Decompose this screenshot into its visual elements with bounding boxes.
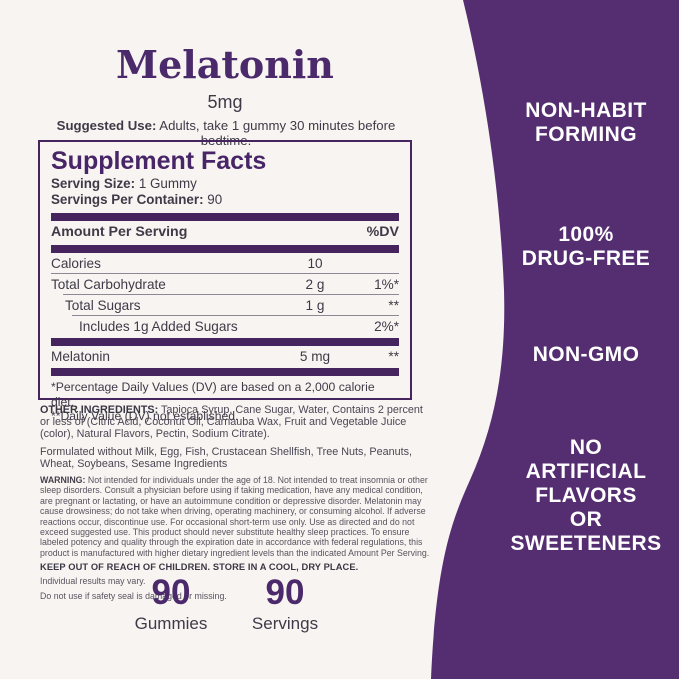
count-gummies: 90 Gummies — [106, 574, 236, 634]
disclaimer-results: Individual results may vary. — [40, 576, 146, 587]
footnote-dv-basis: *Percentage Daily Values (DV) are based … — [51, 380, 375, 409]
servings-label: Servings Per Container: — [51, 191, 204, 207]
fact-row-melatonin: Melatonin 5 mg ** — [51, 346, 399, 366]
divider-bar — [51, 213, 399, 221]
row-divider — [51, 273, 399, 274]
gummies-label: Gummies — [134, 614, 208, 633]
row-divider — [72, 315, 399, 316]
fact-amount: 10 — [307, 255, 323, 271]
dv-header: %DV — [366, 224, 399, 240]
product-title: Melatonin — [116, 42, 334, 87]
fact-name: Includes 1g Added Sugars — [79, 318, 238, 334]
other-ingredients: OTHER INGREDIENTS: Tapioca Syrup, Cane S… — [40, 404, 432, 441]
divider-bar — [51, 338, 399, 346]
fact-dv: 1%* — [374, 276, 399, 292]
servings-count: 90 — [265, 573, 305, 612]
claim-no-artificial: NO ARTIFICIAL FLAVORS OR SWEETENERS — [479, 436, 679, 556]
divider-bar — [51, 245, 399, 253]
claim-line: NON-HABIT — [525, 99, 647, 122]
fact-name: Total Sugars — [65, 297, 141, 313]
purple-curve-path — [431, 0, 679, 679]
fact-name: Calories — [51, 255, 101, 271]
label-fine-print: OTHER INGREDIENTS: Tapioca Syrup, Cane S… — [40, 404, 432, 605]
fact-row-total-sugars: Total Sugars 1 g ** — [51, 295, 399, 315]
amount-per-serving-header: Amount Per Serving — [51, 224, 188, 240]
dv-footnotes: *Percentage Daily Values (DV) are based … — [51, 380, 399, 424]
claim-line: FORMING — [535, 123, 637, 146]
disclaimer-safety-seal: Do not use if safety seal is damaged or … — [40, 590, 227, 601]
supplement-facts-title: Supplement Facts — [51, 147, 267, 175]
supplement-facts-panel: Supplement Facts Serving Size: 1 Gummy S… — [38, 140, 412, 423]
count-servings: 90 Servings — [220, 574, 350, 634]
fact-amount: 5 mg — [299, 348, 331, 364]
claim-line: ARTIFICIAL — [525, 460, 647, 483]
facts-header-row: Amount Per Serving %DV — [51, 221, 399, 243]
claim-line: OR — [569, 508, 603, 531]
suggested-use: Suggested Use: Adults, take 1 gummy 30 m… — [38, 118, 414, 148]
claim-line: FLAVORS — [535, 484, 637, 507]
claim-non-gmo: NON-GMO — [479, 343, 679, 367]
row-divider — [63, 294, 399, 295]
claim-drug-free: 100% DRUG-FREE — [479, 223, 679, 271]
serving-size: Serving Size: 1 Gummy — [51, 176, 399, 192]
claim-non-habit-forming: NON-HABIT FORMING — [479, 99, 679, 147]
servings-count-label: Servings — [251, 614, 319, 633]
fact-row-total-carbohydrate: Total Carbohydrate 2 g 1%* — [51, 274, 399, 294]
fact-row-added-sugars: Includes 1g Added Sugars 2%* — [51, 316, 399, 336]
other-ingredients-text: Tapioca Syrup, Cane Sugar, Water, Contai… — [40, 404, 423, 441]
fact-dv: ** — [388, 297, 399, 313]
fact-name: Total Carbohydrate — [51, 276, 166, 292]
claim-line: SWEETENERS — [510, 532, 662, 555]
claim-line: NO — [569, 436, 603, 459]
claim-line: NON-GMO — [532, 343, 640, 366]
claim-line: DRUG-FREE — [521, 247, 651, 270]
footnote-dv-not-established: **Daily Value (DV) not established. — [51, 409, 239, 423]
fact-amount: 2 g — [305, 276, 325, 292]
warning-label: WARNING: — [40, 475, 86, 486]
fact-dv: ** — [388, 348, 399, 364]
fact-row-calories: Calories 10 — [51, 253, 399, 273]
suggested-use-label: Suggested Use: — [56, 118, 157, 133]
allergen-statement: Formulated without Milk, Egg, Fish, Crus… — [40, 445, 413, 470]
gummies-count: 90 — [151, 573, 191, 612]
product-strength: 5mg — [207, 92, 243, 112]
claim-line: 100% — [558, 223, 614, 246]
suggested-use-text: Adults, take 1 gummy 30 minutes before b… — [156, 118, 396, 148]
other-ingredients-label: OTHER INGREDIENTS: — [40, 404, 159, 416]
serving-size-value: 1 Gummy — [135, 176, 197, 191]
storage-notice: KEEP OUT OF REACH OF CHILDREN. STORE IN … — [40, 562, 359, 573]
servings-value: 90 — [203, 191, 223, 207]
serving-size-label: Serving Size: — [51, 176, 136, 191]
fact-name: Melatonin — [51, 348, 110, 364]
fact-dv: 2%* — [374, 318, 399, 334]
warning-paragraph: WARNING: Not intended for individuals un… — [40, 475, 432, 558]
divider-bar — [51, 368, 399, 376]
fact-amount: 1 g — [305, 297, 325, 313]
warning-text: Not intended for individuals under the a… — [40, 475, 430, 558]
servings-per-container: Servings Per Container: 90 — [51, 192, 399, 208]
